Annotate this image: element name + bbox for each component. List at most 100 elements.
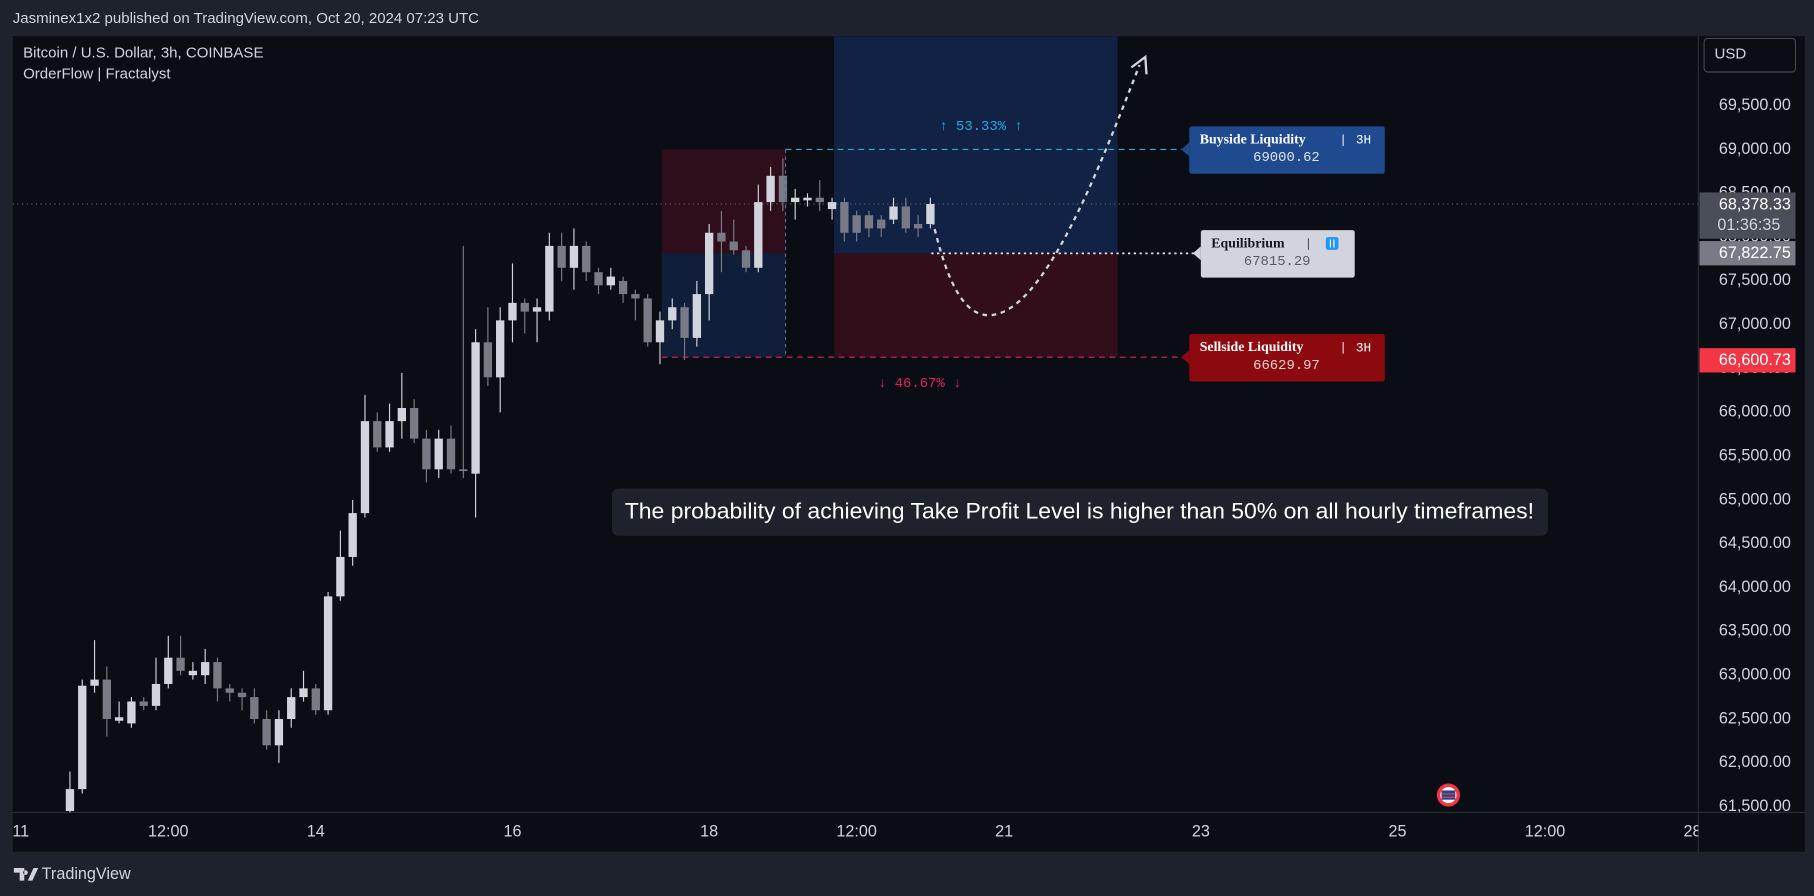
- candle-body: [225, 688, 234, 693]
- publish-note: Jasminex1x2 published on TradingView.com…: [13, 10, 479, 27]
- candle-body: [545, 245, 554, 312]
- x-tick-label: 14: [307, 822, 325, 840]
- candle-body: [901, 206, 910, 229]
- level-icon: [1325, 237, 1339, 250]
- candle-body: [176, 657, 185, 671]
- candle-body: [102, 679, 111, 720]
- label-pointer: [1192, 246, 1201, 261]
- tradingview-logo: [13, 867, 39, 881]
- level-value: 66629.97: [1253, 358, 1320, 374]
- level-name: Sellside Liquidity: [1200, 340, 1304, 355]
- candle-body: [213, 662, 222, 689]
- pane: ↑ 53.33% ↑ ↓ 46.67% ↓: [12, 36, 1699, 813]
- y-tick-label: 67,500.00: [1719, 271, 1791, 289]
- candle-body: [409, 407, 419, 439]
- price-axis: 61,500.00 62,000.00 62,500.00 63,000.00 63,5…: [1719, 96, 1791, 815]
- candle-body: [569, 245, 579, 268]
- price-label-box: [1699, 241, 1796, 266]
- candle-body: [618, 280, 628, 295]
- y-tick-label: 62,000.00: [1719, 753, 1791, 771]
- candle-body: [385, 421, 394, 448]
- candle-body: [631, 294, 640, 299]
- candle-body: [766, 175, 775, 203]
- price-label: 66,600.73: [1719, 351, 1791, 369]
- currency-label[interactable]: USD: [1715, 46, 1747, 63]
- time-axis: 11 12:00 14 16 18 12:00 21 23 25 12:00 28: [12, 822, 1699, 840]
- y-tick-label: 62,500.00: [1719, 709, 1791, 727]
- candle-body: [471, 342, 480, 474]
- candle-body: [791, 197, 800, 203]
- candle-body: [250, 697, 259, 720]
- overlay: Bitcoin / U.S. Dollar, 3h, COINBASE Orde…: [13, 37, 1797, 883]
- y-tick-label: 64,500.00: [1719, 534, 1791, 552]
- candle-body: [508, 302, 517, 321]
- projection-arrow: [1130, 54, 1148, 75]
- candle-body: [336, 556, 345, 597]
- currency-button[interactable]: [1703, 37, 1797, 73]
- y-tick-label: 65,000.00: [1719, 490, 1791, 508]
- candle-body: [864, 215, 874, 229]
- candle-body: [299, 688, 308, 698]
- candle-body: [692, 294, 702, 338]
- candle-body: [151, 683, 161, 706]
- candle-body: [827, 202, 837, 210]
- candle-body: [594, 272, 603, 286]
- discount-zone: [661, 253, 786, 358]
- y-tick-label: 69,500.00: [1719, 96, 1791, 114]
- candle-body: [913, 223, 923, 229]
- candle-body: [139, 701, 148, 706]
- candle-body: [262, 719, 271, 746]
- candle-body: [164, 657, 173, 684]
- candle-body: [557, 245, 566, 268]
- candle-body: [840, 202, 849, 233]
- candle-body: [668, 307, 677, 321]
- candle-body: [201, 662, 210, 676]
- label-pointer: [1181, 142, 1190, 157]
- brand: TradingView: [42, 865, 131, 883]
- price-label-box: [1699, 192, 1796, 239]
- level-label-box: [1189, 334, 1385, 382]
- candle-body: [803, 197, 812, 201]
- candle-body: [373, 421, 382, 448]
- candle-body: [852, 215, 861, 233]
- flag-icon: [1436, 783, 1460, 807]
- candle-body: [274, 719, 284, 746]
- candle-body: [311, 688, 320, 711]
- candle-body: [78, 685, 87, 790]
- candle-body: [520, 302, 529, 312]
- candle-body: [459, 469, 468, 472]
- y-tick-label: 63,500.00: [1719, 622, 1791, 640]
- candle-body: [877, 219, 886, 229]
- price-label: 68,378.33: [1719, 195, 1791, 213]
- candle-body: [496, 320, 505, 378]
- x-tick-label: 18: [700, 822, 718, 840]
- x-tick-label: 16: [503, 822, 521, 840]
- y-tick-label: 63,000.00: [1719, 665, 1791, 683]
- y-tick-label: 61,500.00: [1719, 797, 1791, 815]
- projection-path: [931, 64, 1141, 317]
- candle-body: [717, 232, 726, 242]
- candle-body: [127, 701, 136, 724]
- candle-body: [532, 307, 542, 312]
- candle-body: [65, 789, 75, 812]
- x-tick-label: 23: [1192, 822, 1210, 840]
- candle-body: [704, 232, 714, 295]
- x-tick-label: 11: [12, 822, 29, 840]
- candle-body: [889, 206, 898, 220]
- price-label-box: [1699, 348, 1796, 373]
- x-tick-label: 25: [1388, 822, 1406, 840]
- candle-body: [815, 197, 824, 203]
- x-tick-label: 12:00: [148, 822, 189, 840]
- level-name: Buyside Liquidity: [1200, 132, 1306, 147]
- candle-body: [483, 342, 493, 378]
- y-tick-label: 67,000.00: [1719, 315, 1791, 333]
- downside-label: ↓ 46.67% ↓: [878, 376, 961, 392]
- y-tick-label: 69,000.00: [1719, 140, 1791, 158]
- level-timeframe: 3H: [1356, 133, 1371, 148]
- level-label-box: [1189, 126, 1385, 174]
- symbol-title: Bitcoin / U.S. Dollar, 3h, COINBASE: [23, 44, 263, 61]
- candle-body: [446, 438, 456, 470]
- candle-body: [926, 203, 935, 224]
- candle-body: [348, 513, 357, 557]
- candle-body: [397, 407, 407, 422]
